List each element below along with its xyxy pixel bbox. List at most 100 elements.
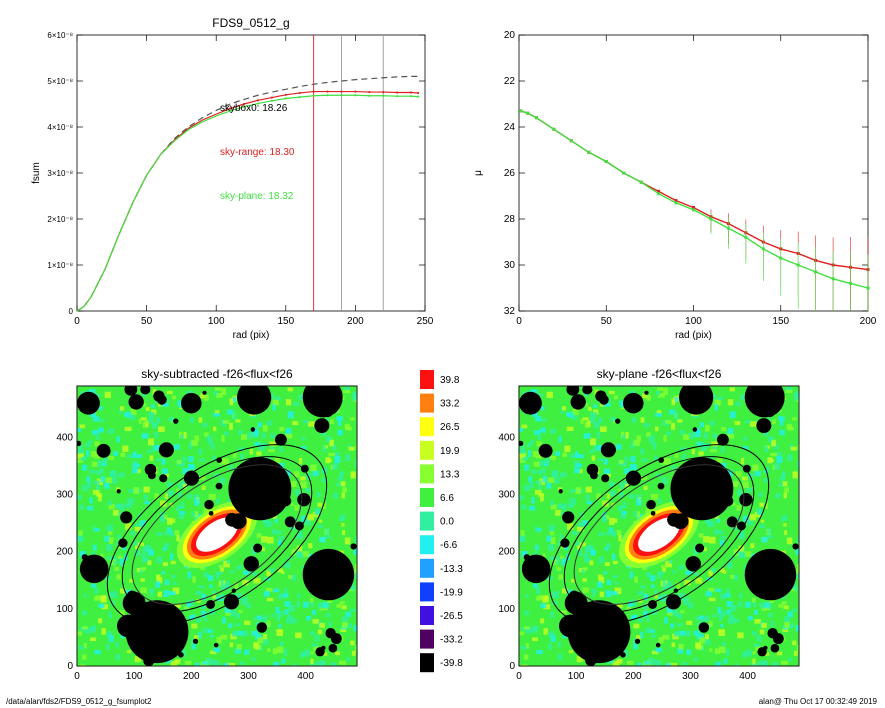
noise-pixel xyxy=(602,511,607,517)
noise-pixel xyxy=(168,416,175,422)
noise-pixel xyxy=(658,393,665,398)
noise-pixel xyxy=(693,657,698,662)
noise-pixel xyxy=(355,460,357,467)
noise-pixel xyxy=(782,514,788,521)
noise-pixel xyxy=(742,481,749,489)
noise-pixel xyxy=(338,517,344,522)
noise-pixel xyxy=(718,615,723,622)
mask-star xyxy=(318,552,333,567)
noise-pixel xyxy=(228,623,233,628)
noise-pixel xyxy=(677,613,682,619)
mask-star xyxy=(297,493,311,507)
noise-pixel xyxy=(172,581,177,585)
noise-pixel xyxy=(771,662,779,666)
noise-pixel xyxy=(685,630,691,637)
noise-pixel xyxy=(795,625,799,632)
noise-pixel xyxy=(164,659,171,664)
noise-pixel xyxy=(680,430,685,436)
noise-pixel xyxy=(134,655,141,663)
noise-pixel xyxy=(80,457,86,461)
noise-pixel xyxy=(221,434,225,442)
noise-pixel xyxy=(603,571,607,575)
noise-pixel xyxy=(348,446,355,451)
y-axis-label: μ xyxy=(473,170,484,176)
noise-pixel xyxy=(656,410,662,414)
noise-pixel xyxy=(725,470,733,477)
noise-pixel xyxy=(593,404,597,408)
mask-star xyxy=(81,554,89,561)
y-tick-label: 6×10⁻⁸ xyxy=(47,31,73,40)
noise-pixel xyxy=(633,638,637,645)
noise-pixel xyxy=(141,402,146,407)
noise-pixel xyxy=(585,558,591,562)
noise-pixel xyxy=(221,388,227,395)
noise-pixel xyxy=(763,478,770,483)
mask-star xyxy=(558,489,563,494)
noise-pixel xyxy=(590,438,596,446)
image-pixels xyxy=(519,386,799,666)
noise-pixel xyxy=(611,591,618,596)
noise-pixel xyxy=(285,399,292,406)
noise-pixel xyxy=(140,417,147,421)
noise-pixel xyxy=(352,391,357,398)
noise-pixel xyxy=(537,433,542,441)
noise-pixel xyxy=(783,605,789,610)
noise-pixel xyxy=(132,451,137,459)
noise-pixel xyxy=(794,569,799,575)
noise-pixel xyxy=(188,456,194,463)
noise-pixel xyxy=(704,517,711,524)
noise-pixel xyxy=(77,428,82,432)
noise-pixel xyxy=(77,631,83,636)
mask-star xyxy=(77,440,82,446)
noise-pixel xyxy=(138,418,142,424)
noise-pixel xyxy=(251,630,259,636)
noise-pixel xyxy=(111,600,116,605)
noise-pixel xyxy=(524,610,530,616)
fsum-point xyxy=(312,94,315,97)
noise-pixel xyxy=(145,420,149,428)
noise-pixel xyxy=(653,443,657,450)
mask-star xyxy=(722,495,734,507)
annotation-2: sky-plane: 18.32 xyxy=(220,191,294,202)
noise-pixel xyxy=(334,456,341,464)
noise-pixel xyxy=(531,497,535,504)
noise-pixel xyxy=(164,493,168,499)
noise-pixel xyxy=(147,418,154,424)
noise-pixel xyxy=(111,477,118,484)
noise-pixel xyxy=(729,387,735,392)
noise-pixel xyxy=(644,661,650,665)
noise-pixel xyxy=(235,419,241,423)
noise-pixel xyxy=(785,390,793,394)
noise-pixel xyxy=(524,654,529,660)
mask-star xyxy=(585,655,597,666)
noise-pixel xyxy=(563,546,569,551)
noise-pixel xyxy=(537,393,543,398)
noise-pixel xyxy=(783,530,788,536)
noise-pixel xyxy=(787,611,794,618)
noise-pixel xyxy=(198,476,206,480)
colorbar-label: -39.8 xyxy=(440,658,463,669)
noise-pixel xyxy=(249,449,253,455)
noise-pixel xyxy=(693,630,701,636)
noise-pixel xyxy=(585,486,592,493)
noise-pixel xyxy=(740,394,746,401)
mask-blob xyxy=(181,392,202,414)
x-tick-label: 50 xyxy=(141,316,153,327)
noise-pixel xyxy=(135,454,143,459)
noise-pixel xyxy=(329,662,337,666)
noise-pixel xyxy=(772,419,776,425)
noise-pixel xyxy=(768,436,772,443)
noise-pixel xyxy=(752,658,756,665)
noise-pixel xyxy=(263,591,270,597)
noise-pixel xyxy=(238,447,245,452)
noise-pixel xyxy=(696,441,703,446)
noise-pixel xyxy=(303,649,311,657)
noise-pixel xyxy=(296,545,303,552)
noise-pixel xyxy=(625,431,629,439)
noise-pixel xyxy=(727,561,733,569)
noise-pixel xyxy=(720,624,724,628)
noise-pixel xyxy=(345,623,353,629)
mu-point xyxy=(519,109,523,113)
noise-pixel xyxy=(540,460,544,465)
noise-pixel xyxy=(546,482,552,489)
